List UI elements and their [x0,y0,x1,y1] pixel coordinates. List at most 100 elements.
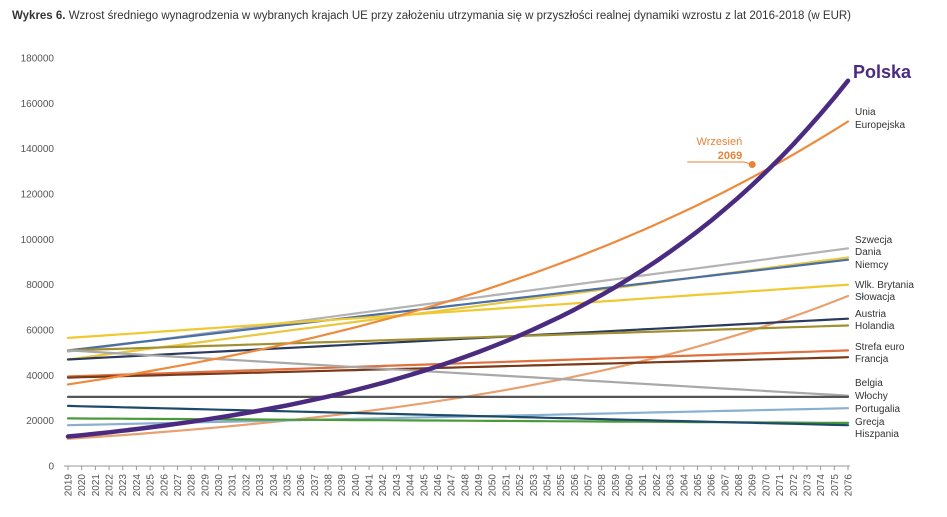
x-tick-label: 2056 [570,474,581,497]
series-label-wlk-brytania: Wlk. Brytania [855,280,914,291]
y-tick-label: 60000 [26,326,54,337]
x-tick-label: 2052 [515,474,526,497]
series-label-hiszpania: Hiszpania [855,429,899,440]
x-tick-label: 2059 [611,474,622,497]
series-label-francja: Francja [855,354,889,365]
x-tick-label: 2040 [351,474,362,497]
annotation-pointer [687,161,753,166]
x-tick-label: 2023 [118,474,129,497]
x-tick-label: 2060 [625,474,636,497]
annotation-label: Wrzesień [697,136,743,148]
series-lines [65,78,851,440]
y-tick-label: 120000 [21,190,55,201]
annotation-year: 2069 [718,150,742,162]
x-tick-label: 2048 [460,474,471,497]
y-tick-label: 40000 [26,371,54,382]
x-tick-label: 2058 [597,474,608,497]
series-label-polska: Polska [853,62,912,82]
x-tick-label: 2064 [679,474,690,497]
series-label-austria: Austria [855,309,887,320]
series-label-grecja: Grecja [855,417,885,428]
x-tick-label: 2076 [844,474,855,497]
x-tick-label: 2020 [77,474,88,497]
series-line-unia-europejska [66,120,850,386]
chart-title-prefix: Wykres 6. [12,10,66,22]
series-label-wlochy: Włochy [855,391,888,402]
x-tick-label: 2032 [241,474,252,497]
y-axis: 0 20000 40000 60000 80000 100000 120000 140000 1… [21,54,55,473]
series-line-wlk-brytania [66,283,850,339]
x-tick-label: 2039 [337,474,348,497]
x-tick-label: 2042 [378,474,389,497]
x-tick-label: 2025 [146,474,157,497]
x-tick-label: 2062 [652,474,663,497]
x-tick-label: 2050 [488,474,499,497]
intersection-marker [748,161,756,169]
x-tick-label: 2036 [296,474,307,497]
series-line-holandia [66,324,850,352]
x-axis: 2019 2020 2021 2022 2023 2024 2025 2026 2027 2028… [64,465,855,497]
series-line-francja [66,356,850,379]
x-tick-label: 2021 [91,474,102,497]
y-tick-label: 160000 [21,99,55,110]
y-tick-label: 80000 [26,280,54,291]
series-label-holandia: Holandia [855,321,895,332]
x-tick-label: 2073 [802,474,813,497]
y-tick-label: 20000 [26,416,54,427]
x-tick-label: 2034 [269,474,280,497]
x-tick-label: 2046 [433,474,444,497]
series-line-strefa-euro [66,349,850,378]
series-line-belgia [66,349,850,397]
x-tick-label: 2067 [720,474,731,497]
x-tick-label: 2022 [105,474,116,497]
x-tick-label: 2030 [214,474,225,497]
x-tick-label: 2065 [693,474,704,497]
x-tick-label: 2028 [187,474,198,497]
x-tick-label: 2035 [282,474,293,497]
x-tick-label: 2031 [228,474,239,497]
series-line-hiszpania [66,404,850,427]
x-tick-label: 2072 [789,474,800,497]
x-tick-label: 2071 [775,474,786,497]
x-tick-label: 2043 [392,474,403,497]
x-tick-label: 2054 [542,474,553,497]
x-tick-label: 2061 [638,474,649,497]
x-tick-label: 2027 [173,474,184,497]
x-tick-label: 2070 [761,474,772,497]
x-tick-label: 2038 [324,474,335,497]
x-tick-label: 2024 [132,474,143,497]
series-label-slowacja: Słowacja [855,292,895,303]
series-label-dania: Dania [855,247,882,258]
x-tick-label: 2029 [200,474,211,497]
x-tick-label: 2053 [529,474,540,497]
x-tick-label: 2047 [447,474,458,497]
x-tick-label: 2075 [830,474,841,497]
x-tick-label: 2045 [419,474,430,497]
y-tick-label: 180000 [21,54,55,65]
chart-title-text: Wzrost średniego wynagrodzenia w wybrany… [68,10,852,22]
y-tick-label: 0 [48,462,54,473]
x-tick-label: 2033 [255,474,266,497]
series-label-szwecja: Szwecja [855,235,893,246]
x-tick-label: 2069 [748,474,759,497]
x-tick-label: 2057 [584,474,595,497]
series-line-niemcy [66,258,850,352]
series-label-unia-europejska: Unia [855,107,876,118]
x-tick-label: 2044 [406,474,417,497]
y-tick-label: 100000 [21,235,55,246]
series-label-niemcy: Niemcy [855,260,888,271]
x-tick-label: 2019 [64,474,75,497]
x-tick-label: 2026 [159,474,170,497]
x-tick-label: 2051 [501,474,512,497]
x-tick-label: 2055 [556,474,567,497]
x-tick-label: 2066 [707,474,718,497]
y-tick-label: 140000 [21,144,55,155]
series-label-unia-europejska: Europejska [855,120,905,131]
x-tick-label: 2063 [666,474,677,497]
x-tick-label: 2041 [365,474,376,497]
chart-title: Wykres 6. Wzrost średniego wynagrodzenia… [12,10,851,22]
x-tick-label: 2068 [734,474,745,497]
x-tick-label: 2037 [310,474,321,497]
